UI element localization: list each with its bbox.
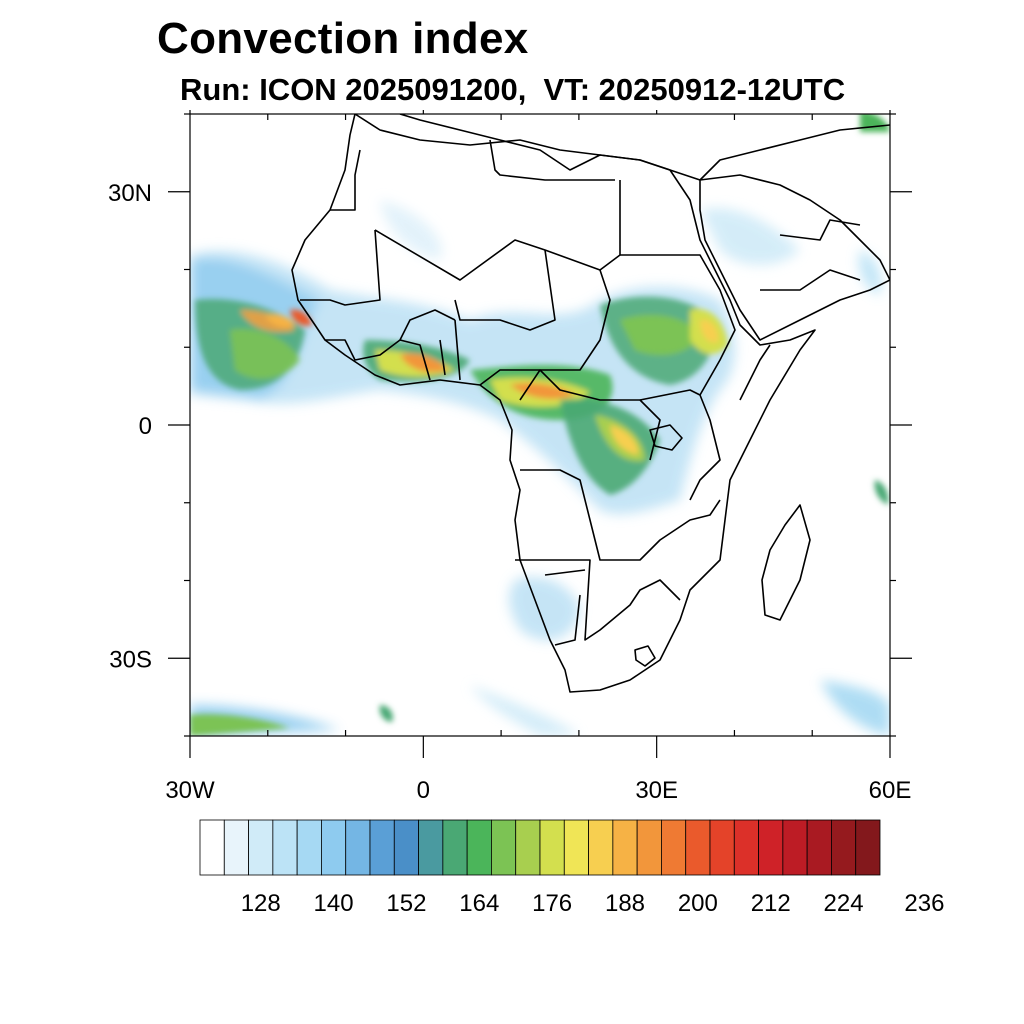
lon-tick-label: 30W [165,777,215,804]
border-line [639,389,721,501]
axis-ticks [168,110,912,758]
colorbar-box [248,819,274,876]
colorbar-tick-label: 188 [605,890,645,917]
border-line [325,309,456,361]
colorbar [199,819,881,876]
colorbar-box [272,819,298,876]
colorbar-box [369,819,395,876]
colorbar-tick-label: 224 [824,890,864,917]
border-line [779,219,861,241]
colorbar-box [636,819,662,876]
colorbar-tick-label: 164 [459,890,499,917]
colorbar-box [733,819,759,876]
colorbar-box [418,819,444,876]
colorbar-tick-label: 140 [314,890,354,917]
colorbar-box [685,819,711,876]
madagascar-coastline [761,504,811,621]
colorbar-box [539,819,565,876]
border-line [620,254,736,396]
colorbar-box [758,819,784,876]
colorbar-box [661,819,687,876]
lon-tick-label: 0 [417,777,430,804]
lat-tick-label: 30N [108,180,152,207]
border-line [519,269,611,401]
colorbar-labels: 128 140 152 164 176 188 200 212 224 236 [241,890,945,917]
border-line [399,319,461,381]
colorbar-box [588,819,614,876]
border-line [479,369,661,461]
lon-tick-label: 60E [869,777,912,804]
colorbar-box [393,819,419,876]
border-line [515,559,681,641]
colorbar-box [782,819,808,876]
border-line [489,139,615,181]
colorbar-box [345,819,371,876]
chart-subtitle: Run: ICON 2025091200, VT: 20250912-12UTC [180,72,846,107]
colorbar-box [199,819,225,876]
colorbar-tick-label: 128 [241,890,281,917]
coastlines-borders [291,114,890,693]
border-line [454,249,556,331]
colorbar-box [515,819,541,876]
colorbar-tick-label: 236 [904,890,944,917]
colorbar-tick-label: 176 [532,890,572,917]
lat-tick-label: 0 [139,413,152,440]
colorbar-box [709,819,735,876]
border-line [739,344,771,401]
lon-tick-label: 30E [635,777,678,804]
colorbar-tick-label: 152 [386,890,426,917]
colorbar-box [223,819,249,876]
border-line [760,269,861,291]
colorbar-box [296,819,322,876]
colorbar-box [831,819,857,876]
axis-tick-labels: 30W 0 30E 60E 30N 0 30S [108,180,911,804]
border-line [520,469,721,561]
mediterranean-coast [354,114,890,181]
colorbar-box [321,819,347,876]
colorbar-box [855,819,881,876]
border-line [300,229,381,306]
chart-title: Convection index [157,14,529,63]
colorbar-tick-label: 200 [678,890,718,917]
colorbar-box [563,819,589,876]
colorbar-box [491,819,517,876]
border-line [544,569,586,646]
colorbar-tick-label: 212 [751,890,791,917]
lesotho [634,645,656,667]
lat-tick-label: 30S [109,646,152,673]
colorbar-box [466,819,492,876]
arabia-coastline [699,174,890,341]
colorbar-box [806,819,832,876]
border-line [330,149,361,211]
colorbar-box [442,819,468,876]
colorbar-box [612,819,638,876]
